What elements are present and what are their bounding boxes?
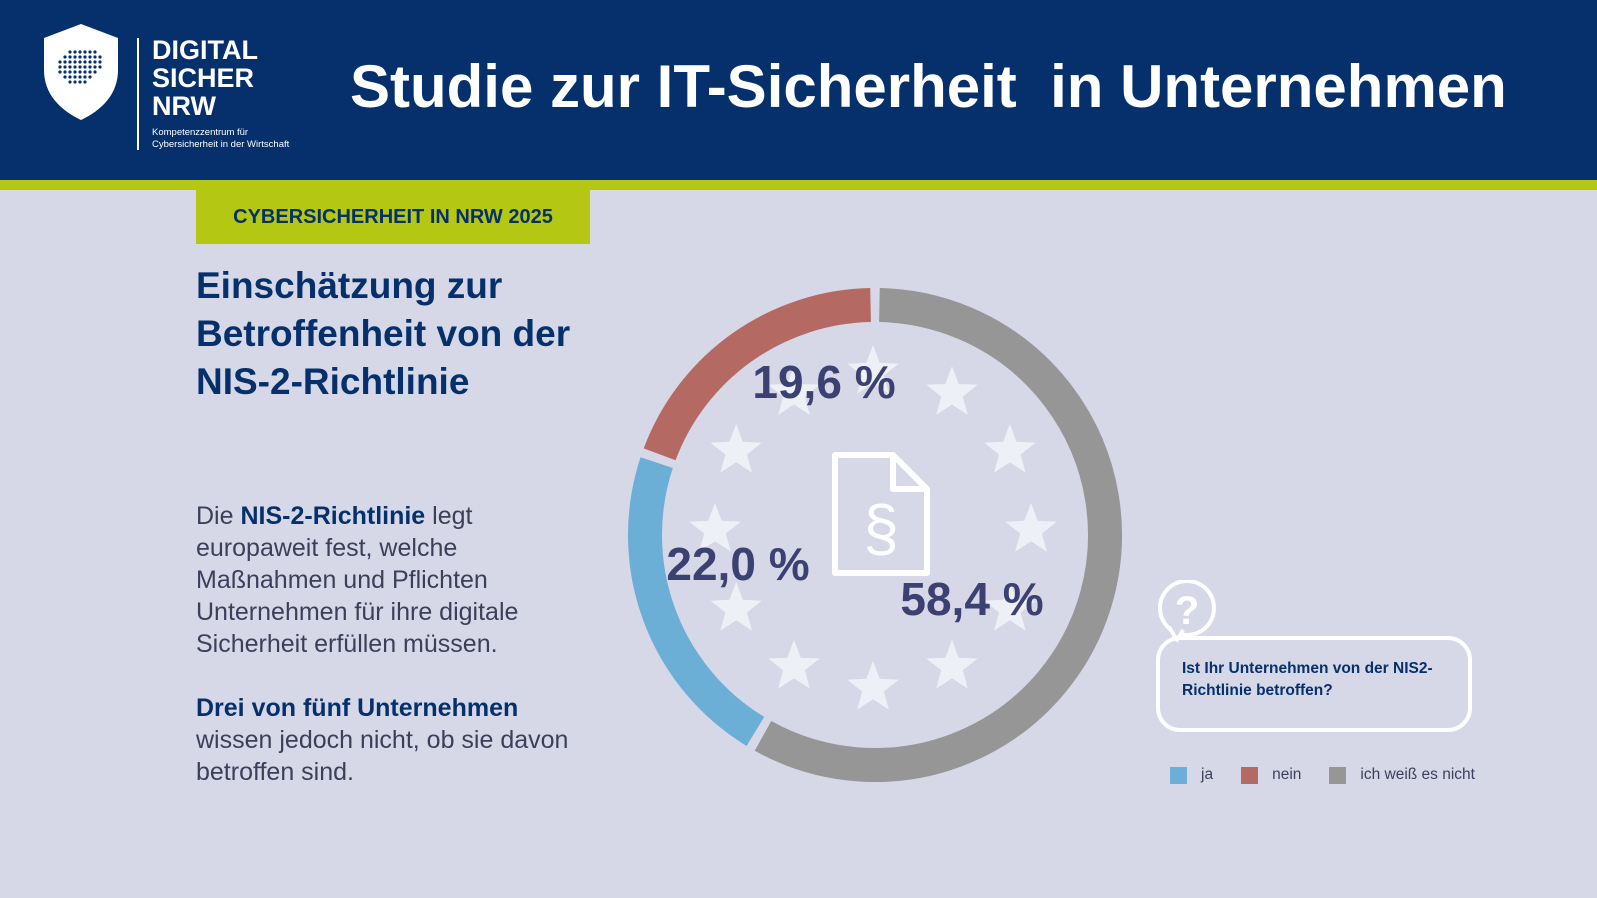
description-paragraph: Die NIS-2-Richtlinie legt europaweit fes… <box>196 500 576 660</box>
legend-item-ja: ja <box>1170 766 1213 784</box>
star-icon <box>926 639 978 689</box>
conclusion-text: wissen jedoch nicht, ob sie davon betrof… <box>196 726 569 786</box>
section-heading-line-1: Einschätzung zur <box>196 265 503 306</box>
value-label-ja: 22,0 % <box>666 538 809 590</box>
question-mark-icon: ? <box>1175 589 1199 633</box>
star-icon <box>768 639 820 689</box>
paragraph-document-icon: § <box>832 452 930 576</box>
page-title: Studie zur IT-Sicherheit in Unternehmen <box>350 53 1507 120</box>
legend-label-ja: ja <box>1201 766 1214 783</box>
chart-legend: ja nein ich weiß es nicht <box>1170 764 1503 786</box>
header-bar <box>0 0 1597 180</box>
legend-label-nein: nein <box>1272 766 1302 783</box>
description-bold-1: NIS-2-Richtlinie <box>240 502 426 530</box>
logo-wordmark: DIGITAL SICHER NRW <box>152 36 302 120</box>
section-heading-line-3: NIS-2-Richtlinie <box>196 361 470 402</box>
value-label-ich-weiss-es-nicht: 58,4 % <box>900 573 1043 625</box>
logo-line-1: DIGITAL <box>152 35 258 65</box>
star-icon <box>847 345 899 394</box>
question-text: Ist Ihr Unternehmen von der NIS2-Richtli… <box>1182 660 1433 699</box>
conclusion-paragraph: Drei von fünf Unternehmen wissen jedoch … <box>196 692 576 788</box>
logo-line-2: SICHER <box>152 63 255 93</box>
legend-swatch-ich-weiss-es-nicht <box>1329 766 1347 784</box>
star-icon <box>984 582 1036 631</box>
legend-label-ich-weiss-es-nicht: ich weiß es nicht <box>1360 766 1475 783</box>
star-icon <box>926 366 978 415</box>
logo-divider <box>137 38 139 150</box>
star-icon <box>847 661 899 710</box>
star-icon <box>710 424 762 473</box>
star-icon <box>984 424 1036 473</box>
star-icon <box>689 503 741 552</box>
accent-line <box>0 180 1597 190</box>
star-icon <box>768 366 820 415</box>
legend-item-ich-weiss-es-nicht: ich weiß es nicht <box>1329 766 1475 784</box>
description-text-1: Die <box>196 502 241 530</box>
category-tag: CYBERSICHERHEIT IN NRW 2025 <box>196 190 590 244</box>
conclusion-bold: Drei von fünf Unternehmen <box>196 694 519 722</box>
eu-stars <box>689 345 1057 710</box>
donut-slice-ja <box>628 457 765 746</box>
donut-value-labels: 22,0 % 19,6 % 58,4 % <box>666 356 1043 625</box>
legend-item-nein: nein <box>1241 766 1301 784</box>
logo-sub-line-2: Cybersicherheit in der Wirtschaft <box>152 139 290 150</box>
shield-logo-icon <box>44 24 118 120</box>
donut-slices <box>628 288 1122 782</box>
star-icon <box>710 582 762 631</box>
logo-sub-line-1: Kompetenzzentrum für <box>152 127 249 138</box>
description-text-2: legt europaweit fest, welche Maßnahmen u… <box>196 502 519 658</box>
section-heading: Einschätzung zur Betroffenheit von der N… <box>196 262 616 406</box>
svg-text:§: § <box>863 492 899 564</box>
legend-swatch-nein <box>1241 766 1259 784</box>
legend-swatch-ja <box>1170 766 1187 784</box>
logo-line-3: NRW <box>152 91 216 121</box>
question-bubble: ? <box>1156 580 1472 732</box>
star-icon <box>1005 503 1057 552</box>
donut-slice-nein <box>643 288 872 461</box>
donut-slice-ich-weiss-es-nicht <box>754 288 1122 782</box>
section-heading-line-2: Betroffenheit von der <box>196 313 571 354</box>
logo-subtitle: Kompetenzzentrum für Cybersicherheit in … <box>152 127 322 151</box>
value-label-nein: 19,6 % <box>752 356 895 408</box>
